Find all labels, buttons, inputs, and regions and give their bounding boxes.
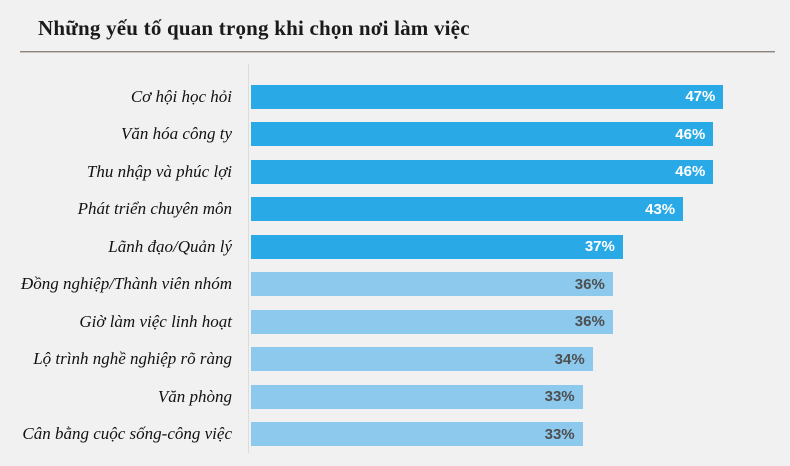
chart-row: Lộ trình nghề nghiệp rõ ràng 34% bbox=[0, 341, 790, 379]
chart-row: Cơ hội học hỏi 47% bbox=[0, 78, 790, 116]
category-label: Lãnh đạo/Quản lý bbox=[108, 236, 232, 256]
chart-rows: Cơ hội học hỏi 47% Văn hóa công ty 46% Thu n… bbox=[0, 78, 790, 453]
category-label: Thu nhập và phúc lợi bbox=[86, 161, 232, 181]
value-label: 46% bbox=[675, 163, 706, 181]
chart-row: Thu nhập và phúc lợi 46% bbox=[0, 153, 790, 191]
chart-row: Phát triển chuyên môn 43% bbox=[0, 191, 790, 229]
category-label: Phát triển chuyên môn bbox=[77, 199, 232, 219]
category-label: Lộ trình nghề nghiệp rõ ràng bbox=[33, 349, 232, 369]
category-label: Cơ hội học hỏi bbox=[130, 86, 232, 106]
y-axis-line bbox=[248, 64, 249, 453]
bar: 36% bbox=[251, 272, 613, 297]
value-label: 34% bbox=[554, 350, 585, 368]
value-label: 36% bbox=[574, 275, 605, 293]
value-label: 33% bbox=[544, 425, 575, 443]
category-label: Văn phòng bbox=[157, 386, 232, 406]
value-label: 36% bbox=[574, 313, 605, 331]
bar: 36% bbox=[251, 309, 613, 334]
value-label: 46% bbox=[675, 125, 706, 143]
chart-row: Văn phòng 33% bbox=[0, 378, 790, 416]
chart-row: Đồng nghiệp/Thành viên nhóm 36% bbox=[0, 266, 790, 304]
category-label: Đồng nghiệp/Thành viên nhóm bbox=[20, 274, 232, 294]
value-label: 33% bbox=[544, 388, 575, 406]
chart-header: Những yếu tố quan trọng khi chọn nơi làm… bbox=[0, 0, 790, 41]
bar: 33% bbox=[251, 422, 583, 447]
bar: 43% bbox=[251, 197, 684, 222]
bar: 46% bbox=[251, 159, 714, 184]
value-label: 37% bbox=[584, 238, 615, 256]
chart-row: Giờ làm việc linh hoạt 36% bbox=[0, 303, 790, 341]
bar: 34% bbox=[251, 347, 593, 372]
chart-row: Cân bằng cuộc sống-công việc 33% bbox=[0, 416, 790, 454]
chart-page: Những yếu tố quan trọng khi chọn nơi làm… bbox=[0, 0, 790, 453]
category-label: Văn hóa công ty bbox=[121, 124, 232, 144]
value-label: 47% bbox=[685, 88, 716, 106]
bar: 47% bbox=[251, 84, 724, 109]
bar-chart: Cơ hội học hỏi 47% Văn hóa công ty 46% Thu n… bbox=[0, 64, 790, 453]
page-title: Những yếu tố quan trọng khi chọn nơi làm… bbox=[38, 16, 470, 40]
category-label: Cân bằng cuộc sống-công việc bbox=[22, 424, 232, 444]
chart-row: Văn hóa công ty 46% bbox=[0, 116, 790, 154]
bar: 33% bbox=[251, 384, 583, 409]
title-divider bbox=[20, 51, 775, 53]
bar: 46% bbox=[251, 122, 714, 147]
category-label: Giờ làm việc linh hoạt bbox=[79, 311, 232, 331]
bar: 37% bbox=[251, 234, 623, 259]
chart-row: Lãnh đạo/Quản lý 37% bbox=[0, 228, 790, 266]
value-label: 43% bbox=[645, 200, 676, 218]
